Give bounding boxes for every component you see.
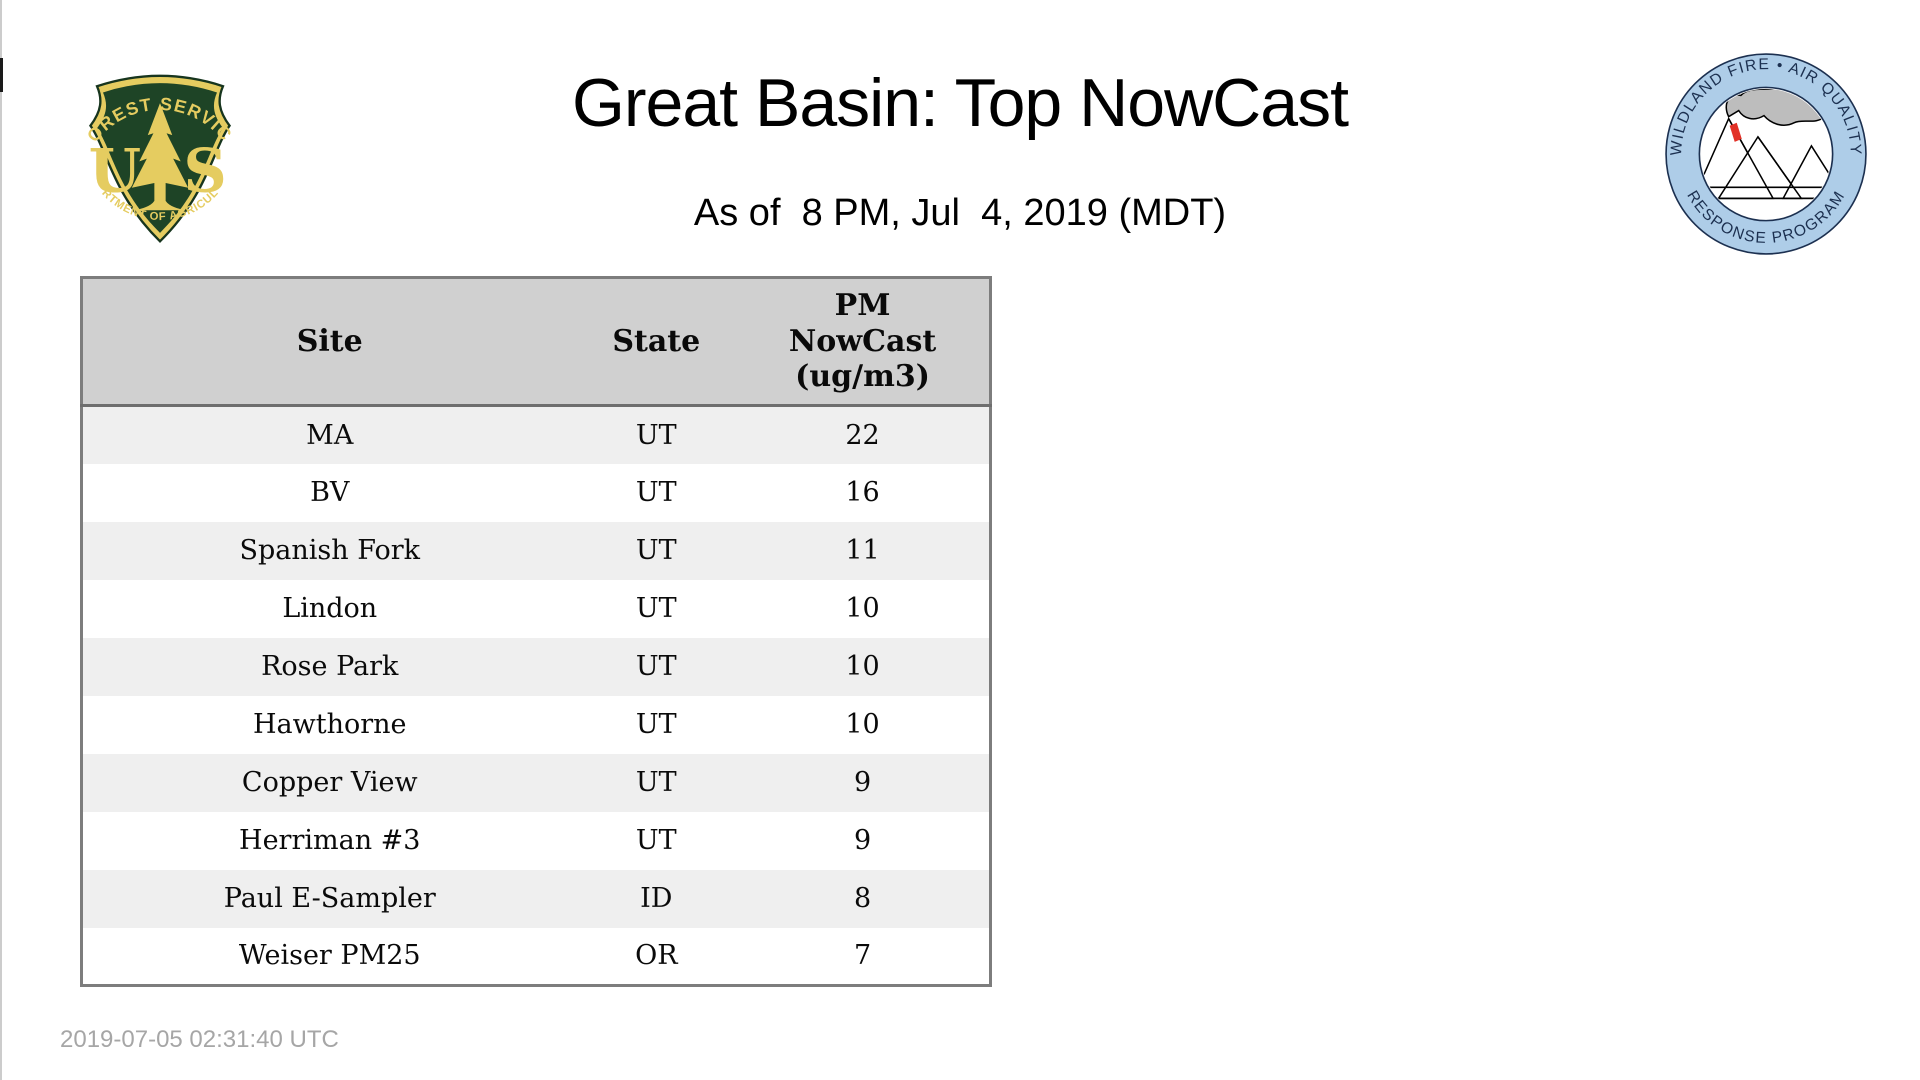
state-cell: UT bbox=[635, 767, 677, 798]
screen-edge-notch bbox=[0, 58, 3, 92]
wf-mountain-middle-slope bbox=[1757, 136, 1802, 199]
table-row: Paul E-Sampler ID 8 bbox=[81, 869, 991, 928]
column-header-state: State bbox=[576, 277, 737, 407]
table-row: Herriman #3 UT 9 bbox=[81, 811, 991, 870]
site-cell: Hawthorne bbox=[252, 709, 407, 740]
value-cell: 10 bbox=[845, 593, 880, 624]
wfaqrp-logo-icon: WILDLAND FIRE • AIR QUALITY RESPONSE PRO… bbox=[1665, 53, 1867, 255]
fs-tree-icon bbox=[131, 103, 189, 211]
fs-letter-u: U bbox=[89, 136, 141, 206]
state-cell: UT bbox=[635, 419, 677, 451]
value-cell: 11 bbox=[845, 535, 880, 566]
generated-timestamp: 2019-07-05 02:31:40 UTC bbox=[60, 1026, 339, 1053]
state-cell: UT bbox=[635, 593, 677, 624]
table-row: Copper View UT 9 bbox=[81, 753, 991, 812]
site-cell: Rose Park bbox=[261, 651, 399, 682]
table-row: Hawthorne UT 10 bbox=[81, 695, 991, 754]
nowcast-table-container: Site State PM NowCast (ug/m3) MA UT 22 B… bbox=[80, 276, 992, 987]
value-cell: 22 bbox=[845, 419, 880, 451]
table-row: MA UT 22 bbox=[81, 405, 991, 464]
state-cell: UT bbox=[635, 825, 677, 856]
screen-edge-line bbox=[0, 0, 2, 1080]
page-title: Great Basin: Top NowCast bbox=[572, 65, 1349, 141]
table-row: Rose Park UT 10 bbox=[81, 637, 991, 696]
state-cell: ID bbox=[640, 883, 673, 914]
pm-header-line3: (ug/m3) bbox=[795, 359, 930, 395]
table-row: Lindon UT 10 bbox=[81, 579, 991, 638]
site-cell: Weiser PM25 bbox=[238, 940, 421, 972]
site-cell: Spanish Fork bbox=[239, 535, 421, 566]
state-cell: UT bbox=[635, 651, 677, 682]
column-header-site: Site bbox=[81, 277, 577, 407]
value-cell: 9 bbox=[853, 825, 872, 856]
value-cell: 9 bbox=[853, 767, 872, 798]
pm-header-line1: PM bbox=[834, 288, 891, 324]
state-cell: UT bbox=[635, 535, 677, 566]
table-row: BV UT 16 bbox=[81, 463, 991, 522]
site-cell: MA bbox=[306, 419, 354, 451]
table-row: Weiser PM25 OR 7 bbox=[81, 927, 991, 986]
table-header-row: Site State PM NowCast (ug/m3) bbox=[81, 277, 991, 407]
pm-header-line2: NowCast bbox=[788, 323, 937, 359]
site-cell: Lindon bbox=[282, 593, 378, 624]
nowcast-table: Site State PM NowCast (ug/m3) MA UT 22 B… bbox=[80, 276, 992, 987]
value-cell: 10 bbox=[845, 709, 880, 740]
wf-flame-icon bbox=[1729, 122, 1742, 142]
fs-letter-s: S bbox=[183, 136, 226, 206]
state-cell: OR bbox=[635, 940, 678, 972]
column-header-pm-nowcast: PM NowCast (ug/m3) bbox=[736, 277, 991, 407]
site-cell: BV bbox=[310, 477, 350, 508]
value-cell: 7 bbox=[853, 940, 872, 972]
site-cell: Paul E-Sampler bbox=[223, 883, 436, 914]
forest-service-logo-icon: FOREST SERVICE U S DEPARTMENT OF AGRICUL… bbox=[66, 46, 235, 243]
state-cell: UT bbox=[635, 709, 677, 740]
state-cell: UT bbox=[635, 477, 677, 508]
value-cell: 16 bbox=[845, 477, 880, 508]
site-cell: Herriman #3 bbox=[239, 825, 421, 856]
table-row: Spanish Fork UT 11 bbox=[81, 521, 991, 580]
page-subtitle: As of 8 PM, Jul 4, 2019 (MDT) bbox=[693, 192, 1227, 234]
value-cell: 10 bbox=[845, 651, 880, 682]
site-cell: Copper View bbox=[241, 767, 418, 798]
value-cell: 8 bbox=[853, 883, 872, 914]
